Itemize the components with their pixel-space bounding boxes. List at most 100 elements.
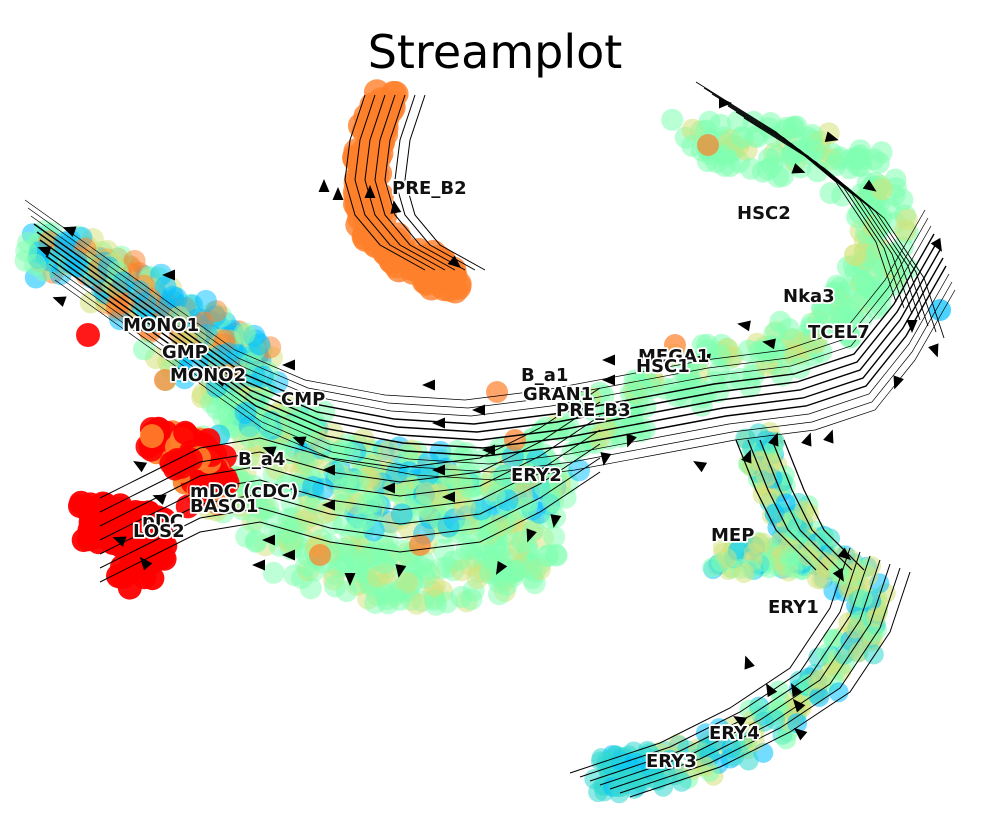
cell-point [390, 503, 413, 526]
stream-arrowhead [292, 436, 307, 447]
cell-point [697, 134, 719, 156]
cell-point [495, 574, 518, 596]
cell-point [671, 771, 692, 792]
cell-point [636, 357, 658, 380]
streamline [99, 471, 601, 583]
stream-arrowhead [322, 464, 335, 476]
cell-point [894, 219, 917, 242]
streamline [354, 94, 436, 271]
stream-arrowhead [382, 482, 395, 494]
cell-point [173, 420, 198, 445]
cell-point [824, 154, 847, 177]
stream-arrowhead [526, 528, 537, 543]
cell-point [570, 435, 593, 458]
cell-point [765, 709, 786, 730]
cell-point [828, 682, 849, 703]
streamline [374, 94, 456, 271]
cell-point [844, 244, 866, 266]
stream-arrowhead [823, 429, 834, 444]
cell-point [446, 440, 469, 462]
cell-point [661, 108, 684, 131]
cluster-label: CMP [281, 389, 325, 410]
streamline [735, 111, 937, 333]
streamline [27, 207, 929, 409]
cell-point [479, 562, 501, 585]
cell-point [409, 534, 431, 556]
cell-point [809, 686, 830, 707]
stream-arrowhead [906, 320, 918, 333]
stream-arrowhead [395, 564, 407, 578]
stream-arrowhead [496, 560, 508, 575]
streamline [33, 223, 935, 425]
cell-point [324, 575, 347, 598]
stream-arrowhead [133, 461, 148, 473]
stream-arrowhead [550, 514, 562, 528]
cell-point [296, 451, 319, 474]
cell-point [543, 525, 566, 548]
cluster-label: HSC2 [737, 203, 791, 224]
cell-point [863, 623, 883, 643]
cell-point [696, 150, 719, 173]
streamline [743, 117, 945, 339]
stream-arrowhead [793, 727, 808, 741]
chart-title: Streamplot [368, 25, 623, 79]
cell-point [238, 426, 261, 448]
streamline [771, 439, 853, 571]
stream-arrowhead [930, 237, 942, 252]
cluster-label: MEP [711, 525, 754, 546]
cell-point [441, 262, 468, 289]
stream-arrowhead [928, 343, 939, 358]
stream-arrowhead [252, 559, 265, 571]
cell-point [724, 746, 745, 767]
cell-point [747, 533, 768, 554]
cell-point [777, 317, 800, 340]
cell-point [681, 135, 704, 157]
cell-point [664, 334, 686, 356]
stream-arrowhead [837, 547, 852, 561]
cell-point [709, 113, 732, 136]
stream-arrowhead [364, 185, 376, 198]
cell-point [76, 323, 100, 347]
stream-arrowhead [832, 567, 844, 582]
stream-arrowhead [422, 379, 435, 391]
cell-point [716, 548, 737, 569]
cell-point [605, 745, 626, 766]
cluster-label: ERY2 [511, 465, 562, 486]
cell-point [775, 493, 796, 514]
streamline [695, 81, 897, 303]
cell-point [740, 157, 762, 180]
cell-point [537, 544, 560, 567]
cell-point [123, 249, 146, 272]
cell-point [265, 457, 288, 480]
cell-point [520, 557, 543, 580]
stream-arrowhead [744, 655, 755, 670]
stream-arrowhead [139, 556, 153, 571]
cell-point [302, 475, 325, 498]
cell-point [804, 331, 827, 354]
stream-arrowhead [112, 536, 127, 547]
cell-point [411, 495, 434, 518]
streamline [711, 93, 913, 315]
cell-point [470, 498, 493, 521]
cell-point [436, 591, 458, 614]
cell-point [372, 551, 395, 574]
stream-arrowhead [52, 296, 67, 307]
cell-point [396, 571, 419, 594]
stream-arrowhead [447, 255, 462, 269]
cluster-label: MONO2 [170, 365, 246, 386]
cell-point [787, 713, 808, 734]
stream-arrowhead [697, 353, 711, 365]
cell-point [730, 125, 753, 148]
cell-point [178, 447, 203, 472]
streamline [394, 94, 476, 271]
stream-arrowhead [824, 131, 839, 143]
cluster-label: GRAN1 [523, 384, 593, 405]
cell-point [282, 530, 305, 553]
cluster-label: MONO1 [123, 315, 199, 336]
cluster-label: GMP [162, 342, 208, 363]
streamline [589, 555, 871, 782]
cell-point [85, 517, 110, 542]
cell-point [861, 260, 884, 283]
cell-point [486, 381, 508, 403]
cell-point [432, 538, 455, 561]
